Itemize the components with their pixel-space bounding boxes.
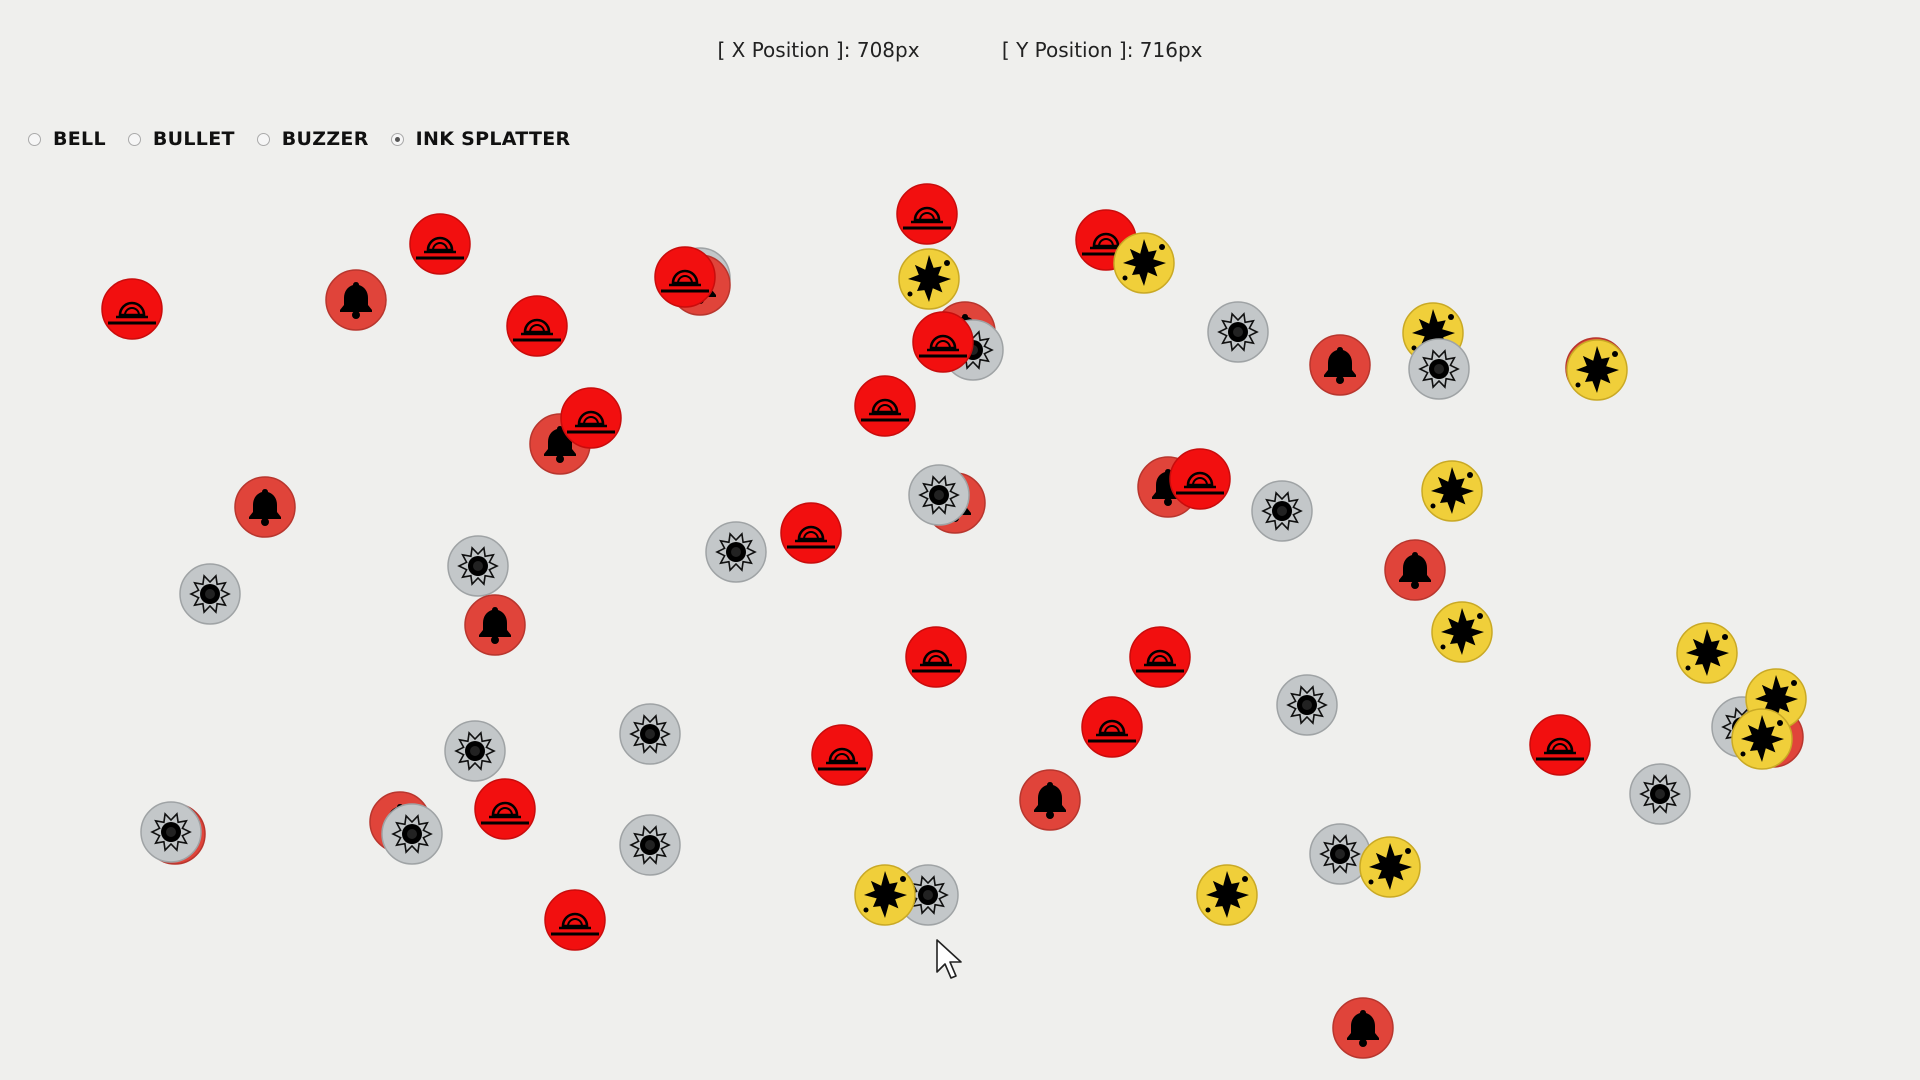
buzzer-stamp-icon <box>895 182 959 246</box>
radio-button[interactable] <box>127 132 141 146</box>
radio-label: BULLET <box>152 128 235 150</box>
buzzer-stamp-icon <box>473 777 537 841</box>
bullet-hole-stamp-icon <box>1628 762 1692 826</box>
buzzer-stamp-icon <box>810 723 874 787</box>
buzzer-stamp-icon <box>505 294 569 358</box>
radio-button[interactable] <box>28 132 41 146</box>
buzzer-stamp-icon <box>408 212 472 276</box>
ink-splatter-stamp-icon <box>1730 707 1794 771</box>
radio-option-bullet[interactable]: BULLET <box>127 128 235 150</box>
bullet-hole-stamp-icon <box>446 534 510 598</box>
stamp-type-radio-group: BELL BULLET BUZZER INK SPLATTER <box>28 128 592 150</box>
buzzer-stamp-icon <box>1168 447 1232 511</box>
buzzer-stamp-icon <box>1080 695 1144 759</box>
radio-button[interactable] <box>256 132 270 146</box>
buzzer-stamp-icon <box>100 277 164 341</box>
radio-option-ink-splatter[interactable]: INK SPLATTER <box>390 128 571 150</box>
bullet-hole-stamp-icon <box>907 463 971 527</box>
bell-stamp-icon <box>1331 996 1395 1060</box>
ink-splatter-stamp-icon <box>853 863 917 927</box>
bullet-hole-stamp-icon <box>139 800 203 864</box>
buzzer-stamp-icon <box>543 888 607 952</box>
bullet-hole-stamp-icon <box>1275 673 1339 737</box>
buzzer-stamp-icon <box>853 374 917 438</box>
ink-splatter-stamp-icon <box>1420 459 1484 523</box>
bell-stamp-icon <box>233 475 297 539</box>
bullet-hole-stamp-icon <box>380 802 444 866</box>
buzzer-stamp-icon <box>1528 713 1592 777</box>
ink-splatter-stamp-icon <box>1675 621 1739 685</box>
bullet-hole-stamp-icon <box>1308 822 1372 886</box>
mouse-cursor-icon <box>935 938 963 986</box>
bullet-hole-stamp-icon <box>618 702 682 766</box>
bell-stamp-icon <box>1018 768 1082 832</box>
buzzer-stamp-icon <box>904 625 968 689</box>
bullet-hole-stamp-icon <box>1407 337 1471 401</box>
ink-splatter-stamp-icon <box>1112 231 1176 295</box>
buzzer-stamp-icon <box>653 245 717 309</box>
radio-label: BELL <box>53 128 106 150</box>
bullet-hole-stamp-icon <box>704 520 768 584</box>
radio-option-buzzer[interactable]: BUZZER <box>256 128 369 150</box>
bullet-hole-stamp-icon <box>1250 479 1314 543</box>
buzzer-stamp-icon <box>1128 625 1192 689</box>
bell-stamp-icon <box>324 268 388 332</box>
buzzer-stamp-icon <box>779 501 843 565</box>
buzzer-stamp-icon <box>911 310 975 374</box>
x-position-readout: [ X Position ]: 708px <box>717 38 920 62</box>
bullet-hole-stamp-icon <box>178 562 242 626</box>
bullet-hole-stamp-icon <box>1206 300 1270 364</box>
ink-splatter-stamp-icon <box>1565 338 1629 402</box>
radio-label: BUZZER <box>281 128 369 150</box>
bell-stamp-icon <box>1383 538 1447 602</box>
radio-option-bell[interactable]: BELL <box>28 128 106 150</box>
position-readout: [ X Position ]: 708px [ Y Position ]: 71… <box>0 38 1920 62</box>
bell-stamp-icon <box>463 593 527 657</box>
radio-button-selected[interactable] <box>390 132 404 146</box>
bullet-hole-stamp-icon <box>618 813 682 877</box>
radio-label: INK SPLATTER <box>415 128 571 150</box>
buzzer-stamp-icon <box>559 386 623 450</box>
ink-splatter-stamp-icon <box>1195 863 1259 927</box>
bell-stamp-icon <box>1308 333 1372 397</box>
ink-splatter-stamp-icon <box>897 247 961 311</box>
ink-splatter-stamp-icon <box>1358 835 1422 899</box>
y-position-readout: [ Y Position ]: 716px <box>1001 38 1203 62</box>
ink-splatter-stamp-icon <box>1430 600 1494 664</box>
bullet-hole-stamp-icon <box>443 719 507 783</box>
